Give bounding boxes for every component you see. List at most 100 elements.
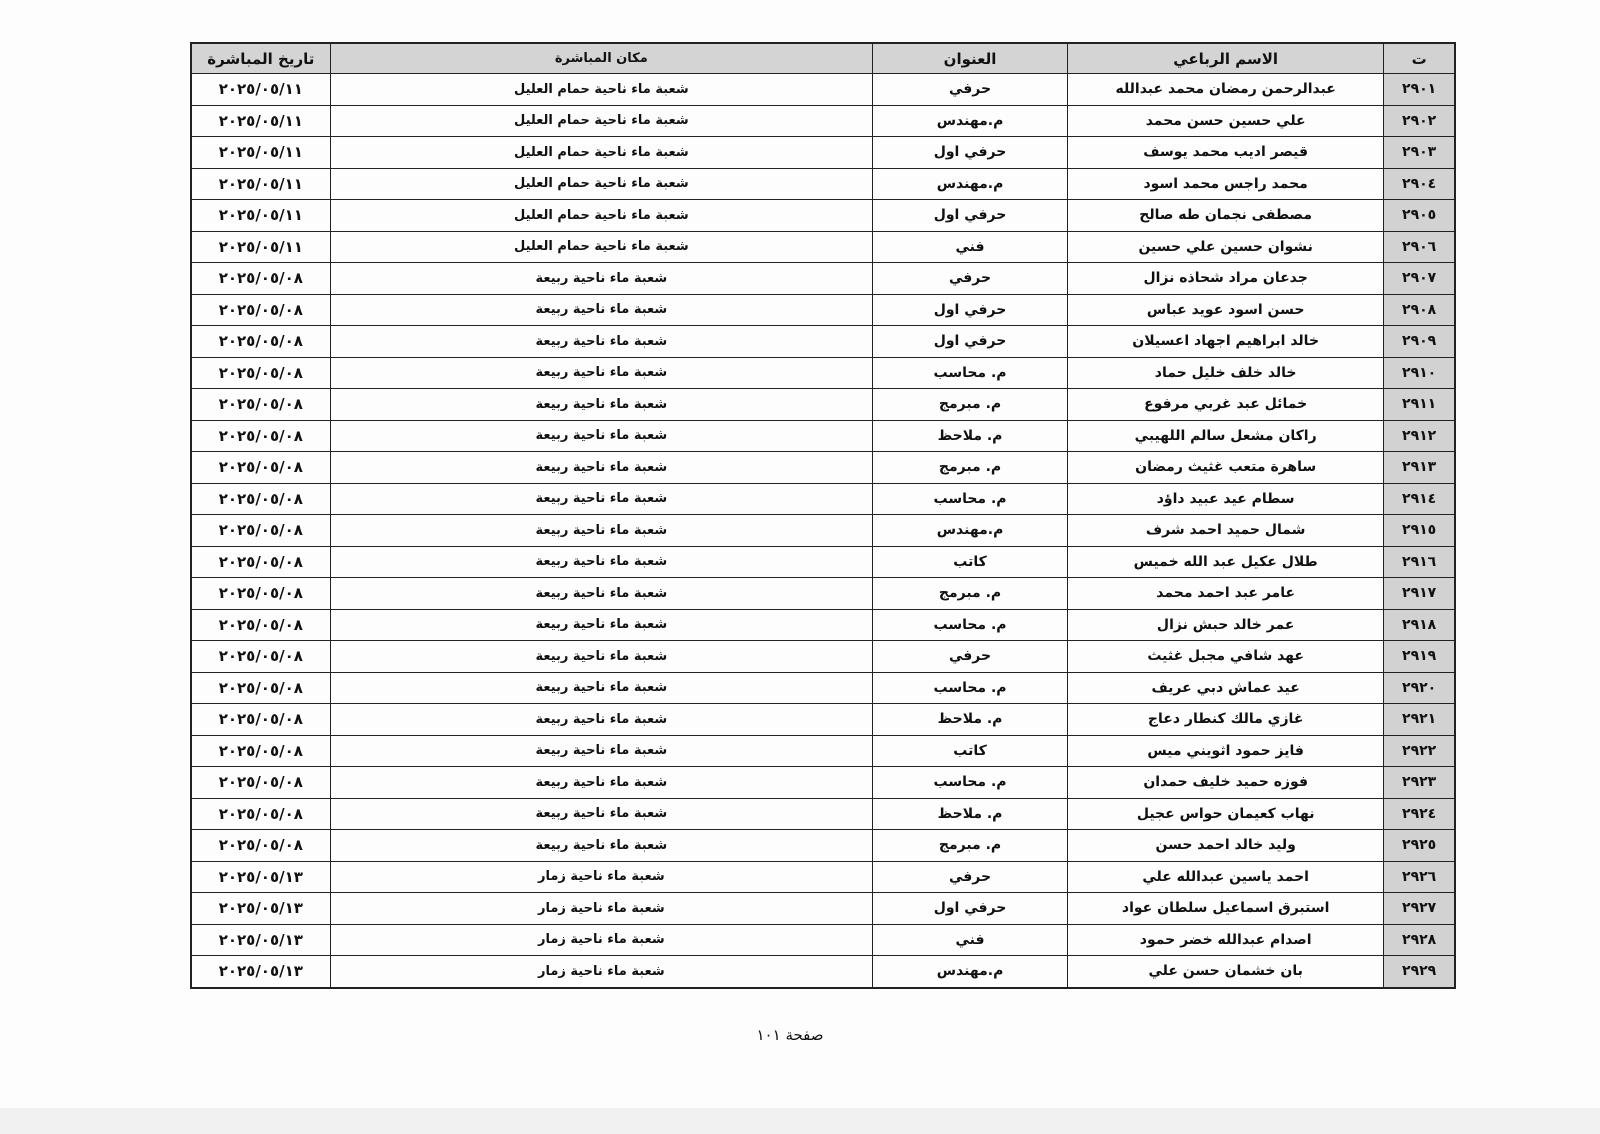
cell-date: ٢٠٢٥/٠٥/١٣ — [190, 923, 331, 956]
cell-name: علي حسين حسن محمد — [1067, 104, 1385, 137]
cell-title: فني — [872, 923, 1069, 956]
cell-date: ٢٠٢٥/٠٥/٠٨ — [190, 734, 331, 767]
header-name: الاسم الرباعي — [1067, 42, 1385, 74]
cell-place: شعبة ماء ناحية ربيعة — [329, 325, 874, 358]
header-title: العنوان — [872, 42, 1069, 74]
cell-date: ٢٠٢٥/٠٥/١١ — [190, 104, 331, 137]
table-row: ٢٩٢٣ فوزه حميد خليف حمدان م. محاسب شعبة ماء… — [190, 766, 1456, 799]
cell-title: م. ملاحظ — [872, 419, 1069, 452]
cell-date: ٢٠٢٥/٠٥/٠٨ — [190, 671, 331, 704]
cell-title: حرفي — [872, 262, 1069, 295]
cell-date: ٢٠٢٥/٠٥/٠٨ — [190, 419, 331, 452]
cell-title: م.مهندس — [872, 514, 1069, 547]
cell-no: ٢٩٢٤ — [1383, 797, 1456, 830]
cell-name: احمد ياسين عبدالله علي — [1067, 860, 1385, 893]
cell-date: ٢٠٢٥/٠٥/٠٨ — [190, 482, 331, 515]
cell-no: ٢٩١١ — [1383, 388, 1456, 421]
cell-date: ٢٠٢٥/٠٥/٠٨ — [190, 293, 331, 326]
cell-place: شعبة ماء ناحية ربيعة — [329, 451, 874, 484]
cell-name: راكان مشعل سالم اللهيبي — [1067, 419, 1385, 452]
cell-date: ٢٠٢٥/٠٥/١١ — [190, 73, 331, 106]
table-row: ٢٩١٣ ساهرة متعب غثيث رمضان م. مبرمج شعبة ما… — [190, 451, 1456, 484]
cell-date: ٢٠٢٥/٠٥/٠٨ — [190, 545, 331, 578]
cell-title: فني — [872, 230, 1069, 263]
cell-title: حرفي اول — [872, 892, 1069, 925]
cell-name: سطام عيد عبيد داؤد — [1067, 482, 1385, 515]
cell-date: ٢٠٢٥/٠٥/٠٨ — [190, 703, 331, 736]
cell-no: ٢٩٢٧ — [1383, 892, 1456, 925]
header-place: مكان المباشرة — [329, 42, 874, 74]
cell-place: شعبة ماء ناحية حمام العليل — [329, 199, 874, 232]
table-row: ٢٩٠٨ حسن اسود عويد عباس حرفي اول شعبة ماء ن… — [190, 293, 1456, 326]
cell-title: حرفي — [872, 860, 1069, 893]
cell-place: شعبة ماء ناحية ربيعة — [329, 514, 874, 547]
cell-place: شعبة ماء ناحية ربيعة — [329, 356, 874, 389]
cell-place: شعبة ماء ناحية ربيعة — [329, 482, 874, 515]
cell-name: خالد خلف خليل حماد — [1067, 356, 1385, 389]
cell-title: م. محاسب — [872, 766, 1069, 799]
cell-no: ٢٩١٠ — [1383, 356, 1456, 389]
cell-title: م. مبرمج — [872, 829, 1069, 862]
table-row: ٢٩٢٨ اصدام عبدالله خضر حمود فني شعبة ماء نا… — [190, 923, 1456, 956]
cell-date: ٢٠٢٥/٠٥/١١ — [190, 230, 331, 263]
table-row: ٢٩١٠ خالد خلف خليل حماد م. محاسب شعبة ماء ن… — [190, 356, 1456, 389]
cell-place: شعبة ماء ناحية زمار — [329, 892, 874, 925]
cell-name: خمائل عبد غربي مرفوع — [1067, 388, 1385, 421]
cell-place: شعبة ماء ناحية حمام العليل — [329, 104, 874, 137]
table-row: ٢٩١١ خمائل عبد غربي مرفوع م. مبرمج شعبة ماء… — [190, 388, 1456, 421]
cell-name: وليد خالد احمد حسن — [1067, 829, 1385, 862]
cell-no: ٢٩١٣ — [1383, 451, 1456, 484]
table-row: ٢٩٠٥ مصطفى نجمان طه صالح حرفي اول شعبة ماء … — [190, 199, 1456, 232]
table-header-row: ت الاسم الرباعي العنوان مكان المباشرة تا… — [190, 42, 1456, 74]
cell-place: شعبة ماء ناحية ربيعة — [329, 797, 874, 830]
cell-place: شعبة ماء ناحية حمام العليل — [329, 73, 874, 106]
cell-date: ٢٠٢٥/٠٥/٠٨ — [190, 797, 331, 830]
cell-no: ٢٩١٢ — [1383, 419, 1456, 452]
cell-date: ٢٠٢٥/٠٥/٠٨ — [190, 640, 331, 673]
cell-no: ٢٩٠٨ — [1383, 293, 1456, 326]
cell-title: م. مبرمج — [872, 577, 1069, 610]
table-row: ٢٩٠٧ جدعان مراد شحاذه نزال حرفي شعبة ماء نا… — [190, 262, 1456, 295]
table-row: ٢٩١٧ عامر عبد احمد محمد م. مبرمج شعبة ماء ن… — [190, 577, 1456, 610]
cell-no: ٢٩٢٥ — [1383, 829, 1456, 862]
cell-name: محمد راجس محمد اسود — [1067, 167, 1385, 200]
cell-place: شعبة ماء ناحية حمام العليل — [329, 136, 874, 169]
cell-date: ٢٠٢٥/٠٥/١٣ — [190, 860, 331, 893]
table-body: ٢٩٠١ عبدالرحمن رمضان محمد عبدالله حرفي شعبة… — [190, 73, 1456, 988]
table-row: ٢٩١٢ راكان مشعل سالم اللهيبي م. ملاحظ شعبة … — [190, 419, 1456, 452]
cell-title: م.مهندس — [872, 167, 1069, 200]
cell-title: م. محاسب — [872, 482, 1069, 515]
cell-name: حسن اسود عويد عباس — [1067, 293, 1385, 326]
table-row: ٢٩١٩ عهد شافي مجبل غثيث حرفي شعبة ماء ناحية… — [190, 640, 1456, 673]
cell-name: نهاب كعيمان حواس عجيل — [1067, 797, 1385, 830]
cell-name: فوزه حميد خليف حمدان — [1067, 766, 1385, 799]
cell-no: ٢٩١٩ — [1383, 640, 1456, 673]
cell-date: ٢٠٢٥/٠٥/٠٨ — [190, 766, 331, 799]
cell-date: ٢٠٢٥/٠٥/١١ — [190, 199, 331, 232]
cell-place: شعبة ماء ناحية زمار — [329, 955, 874, 988]
cell-name: طلال عكيل عبد الله خميس — [1067, 545, 1385, 578]
cell-date: ٢٠٢٥/٠٥/١٣ — [190, 955, 331, 988]
cell-name: خالد ابراهيم اجهاد اعسيلان — [1067, 325, 1385, 358]
cell-no: ٢٩٢٨ — [1383, 923, 1456, 956]
cell-date: ٢٠٢٥/٠٥/٠٨ — [190, 262, 331, 295]
table-row: ٢٩٠٦ نشوان حسين علي حسين فني شعبة ماء ناحية… — [190, 230, 1456, 263]
cell-title: م. محاسب — [872, 356, 1069, 389]
cell-title: حرفي اول — [872, 199, 1069, 232]
cell-no: ٢٩٠٢ — [1383, 104, 1456, 137]
cell-no: ٢٩٠٦ — [1383, 230, 1456, 263]
cell-date: ٢٠٢٥/٠٥/٠٨ — [190, 388, 331, 421]
scan-bottom-band — [0, 1108, 1600, 1134]
cell-place: شعبة ماء ناحية ربيعة — [329, 608, 874, 641]
cell-place: شعبة ماء ناحية ربيعة — [329, 766, 874, 799]
cell-no: ٢٩٠٣ — [1383, 136, 1456, 169]
cell-place: شعبة ماء ناحية زمار — [329, 860, 874, 893]
table-row: ٢٩١٦ طلال عكيل عبد الله خميس كاتب شعبة ماء … — [190, 545, 1456, 578]
cell-title: كاتب — [872, 734, 1069, 767]
cell-place: شعبة ماء ناحية ربيعة — [329, 545, 874, 578]
table-row: ٢٩٢٢ فايز حمود اثويني ميس كاتب شعبة ماء ناح… — [190, 734, 1456, 767]
cell-title: م. مبرمج — [872, 451, 1069, 484]
cell-place: شعبة ماء ناحية ربيعة — [329, 734, 874, 767]
employees-table: ت الاسم الرباعي العنوان مكان المباشرة تا… — [190, 42, 1456, 989]
cell-no: ٢٩٢٣ — [1383, 766, 1456, 799]
